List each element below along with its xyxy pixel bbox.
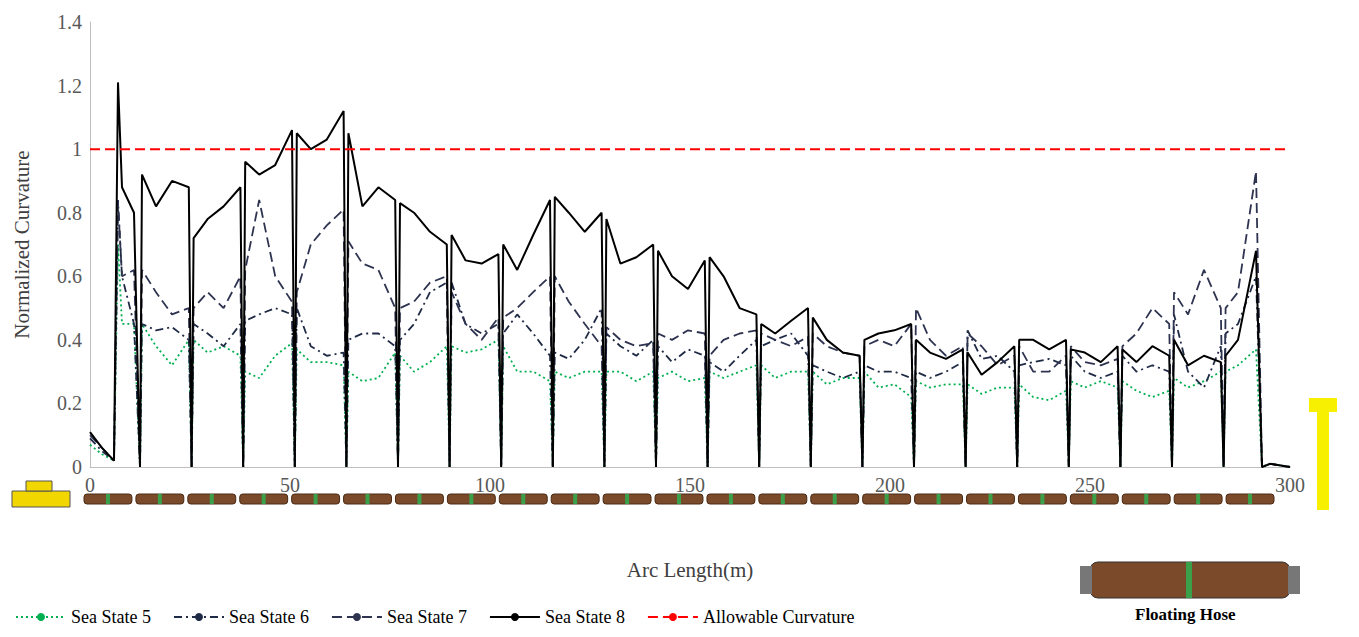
svg-text:Floating Hose: Floating Hose [1135,605,1236,624]
svg-text:Sea State 7: Sea State 7 [387,607,467,627]
svg-text:1.2: 1.2 [57,75,82,97]
svg-text:0.2: 0.2 [57,392,82,414]
svg-text:200: 200 [875,474,905,496]
svg-text:0: 0 [72,456,82,478]
svg-text:250: 250 [1075,474,1105,496]
svg-text:150: 150 [675,474,705,496]
svg-text:1.4: 1.4 [57,11,82,33]
svg-text:50: 50 [280,474,300,496]
svg-text:1: 1 [72,138,82,160]
svg-text:Arc Length(m): Arc Length(m) [627,558,754,582]
svg-text:Sea State 6: Sea State 6 [229,607,309,627]
svg-text:Normalized Curvature: Normalized Curvature [10,150,34,338]
svg-text:100: 100 [475,474,505,496]
svg-text:Sea State 8: Sea State 8 [545,607,625,627]
svg-text:0.8: 0.8 [57,202,82,224]
svg-text:0.6: 0.6 [57,265,82,287]
svg-text:Sea State 5: Sea State 5 [71,607,151,627]
svg-text:0: 0 [85,474,95,496]
svg-text:Allowable Curvature: Allowable Curvature [703,607,854,627]
svg-text:300: 300 [1275,474,1305,496]
svg-text:0.4: 0.4 [57,329,82,351]
